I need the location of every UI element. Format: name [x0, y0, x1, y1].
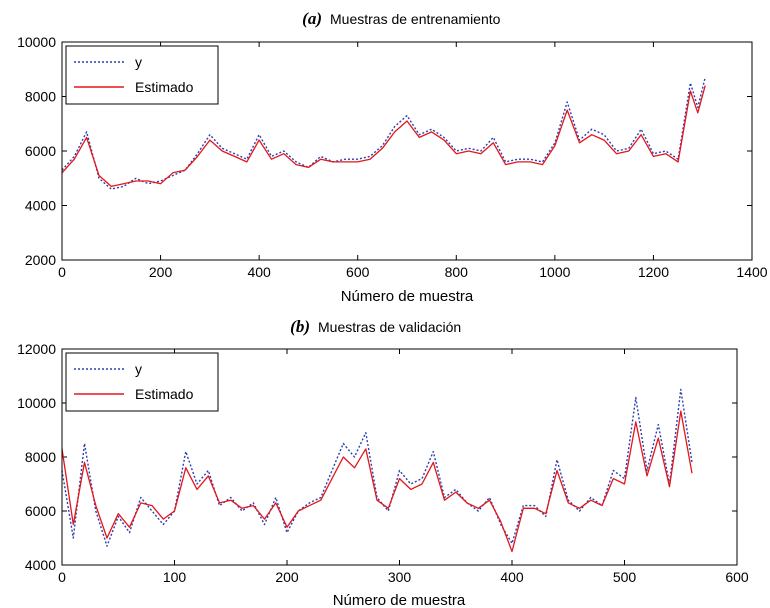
series-line-y: [61, 388, 693, 547]
x-tick-label: 400: [247, 264, 271, 280]
y-tick-label: 10000: [17, 34, 56, 50]
panel-a-legend: y Estimado: [65, 45, 219, 105]
x-tick-label: 1000: [539, 264, 570, 280]
panel-b-legend: y Estimado: [65, 352, 219, 412]
panel-b-ticks: 0 100 200 300 400 500 600 4000 6000 8000 10000 1200…: [17, 341, 749, 585]
panel-a-x-axis-label: Número de muestra: [341, 288, 474, 305]
x-tick-label: 200: [149, 264, 173, 280]
x-tick-label: 200: [275, 569, 299, 585]
y-tick-label: 2000: [25, 252, 56, 268]
x-tick-label: 600: [346, 264, 370, 280]
y-tick-label: 6000: [25, 503, 56, 519]
panel-b-letter: (b): [290, 317, 310, 336]
panel-b-legend-label-y: y: [135, 361, 142, 377]
series-line-estimado: [61, 410, 693, 553]
y-tick-label: 8000: [25, 89, 56, 105]
panel-a-series: [61, 77, 706, 190]
panel-b-title: Muestras de validación: [318, 319, 461, 335]
series-line-estimado: [61, 85, 706, 188]
panel-a-legend-label-estimado: Estimado: [135, 79, 194, 95]
x-tick-label: 1400: [736, 264, 767, 280]
x-tick-label: 0: [58, 569, 66, 585]
panel-b-legend-box: [65, 352, 219, 412]
x-tick-label: 400: [500, 569, 524, 585]
panel-b-x-axis-label: Número de muestra: [333, 592, 466, 608]
panel-b-legend-label-estimado: Estimado: [135, 386, 194, 402]
panel-a-title: Muestras de entrenamiento: [330, 11, 501, 27]
x-tick-label: 800: [445, 264, 469, 280]
panel-b-plot-frame: [61, 348, 738, 566]
y-tick-label: 10000: [17, 395, 56, 411]
x-tick-label: 0: [58, 264, 66, 280]
panel-a-ticks: 0 200 400 600 800 1000 1200 1400 2000 4000 6000 800…: [17, 34, 768, 280]
x-tick-label: 500: [613, 569, 637, 585]
x-tick-label: 1200: [638, 264, 669, 280]
panel-a-legend-label-y: y: [135, 54, 142, 70]
panel-a-legend-box: [65, 45, 219, 105]
y-tick-label: 4000: [25, 557, 56, 573]
panel-a: (a) Muestras de entrenamiento 0 200 400 600…: [17, 9, 768, 305]
panel-a-letter: (a): [302, 9, 322, 28]
y-tick-label: 12000: [17, 341, 56, 357]
y-tick-label: 6000: [25, 143, 56, 159]
panel-a-plot-frame: [61, 41, 753, 261]
y-tick-label: 8000: [25, 449, 56, 465]
x-tick-label: 100: [163, 569, 187, 585]
panel-b: (b) Muestras de validación 0 100 200 300 400…: [17, 317, 749, 608]
x-tick-label: 600: [725, 569, 749, 585]
panel-b-series: [61, 388, 693, 553]
x-tick-label: 300: [388, 569, 412, 585]
y-tick-label: 4000: [25, 198, 56, 214]
